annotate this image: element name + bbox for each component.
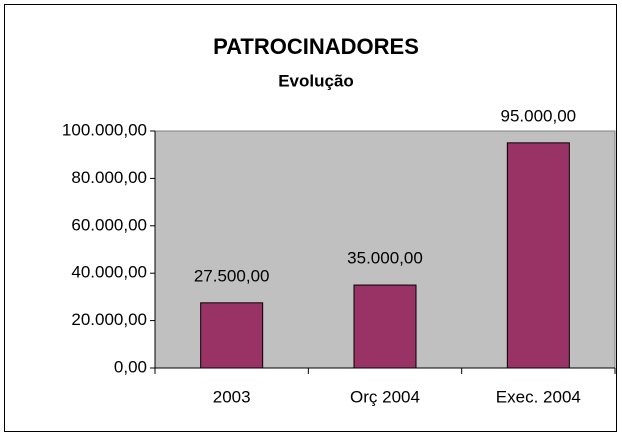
x-tick-label: Exec. 2004 (496, 387, 581, 406)
y-tick-label: 60.000,00 (71, 215, 147, 234)
data-label: 35.000,00 (347, 249, 423, 268)
x-tick-label: Orç 2004 (350, 387, 420, 406)
chart-subtitle: Evolução (278, 71, 354, 90)
y-tick-label: 100.000,00 (62, 120, 147, 139)
bar (506, 142, 570, 369)
bar (353, 284, 417, 369)
y-tick-label: 0,00 (114, 357, 147, 376)
data-label: 27.500,00 (194, 266, 270, 285)
y-tick-label: 40.000,00 (71, 263, 147, 282)
chart-title: PATROCINADORES (213, 34, 419, 59)
y-tick-label: 80.000,00 (71, 168, 147, 187)
y-tick-label: 20.000,00 (71, 310, 147, 329)
bar (200, 302, 264, 369)
x-tick-label: 2003 (213, 387, 251, 406)
data-label: 95.000,00 (501, 106, 577, 125)
